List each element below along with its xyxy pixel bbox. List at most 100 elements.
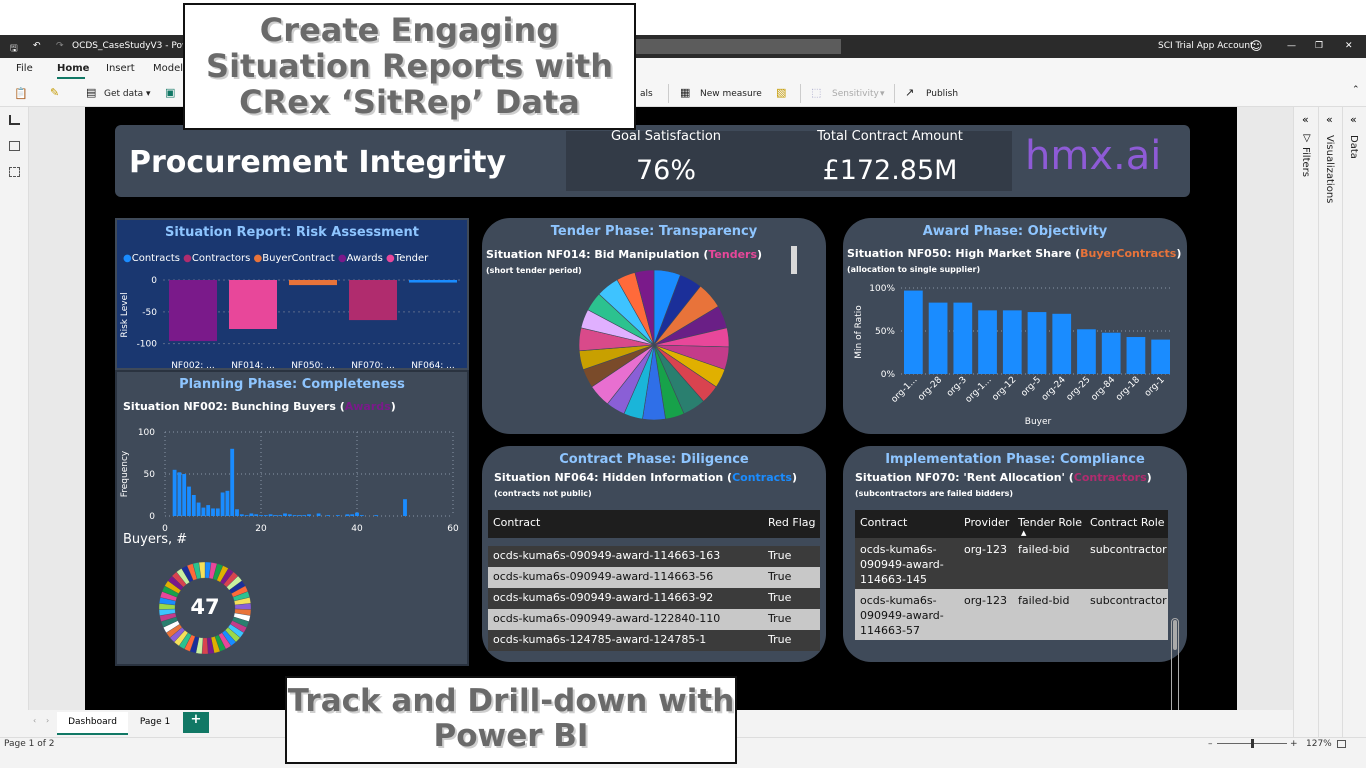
table-header: Contract Provider Tender Role ▲ Contract… — [855, 510, 1168, 538]
expand-visualizations-icon[interactable]: « — [1326, 113, 1333, 126]
table-row[interactable]: ocds-kuma6s-090949-award-114663-56 True — [488, 567, 820, 588]
restore-icon[interactable]: ❐ — [1315, 41, 1324, 51]
table-view-icon[interactable] — [9, 141, 20, 151]
report-view-icon[interactable] — [9, 115, 20, 125]
zoom-in-icon[interactable]: + — [1290, 739, 1298, 749]
buyers-donut[interactable] — [157, 560, 253, 656]
award-xtick: org-28 — [916, 375, 944, 403]
hist-bar — [191, 495, 196, 516]
publish-icon[interactable]: ↗ — [905, 86, 915, 99]
col-red-flag[interactable]: Red Flag — [768, 516, 816, 529]
scrollbar[interactable] — [791, 246, 797, 274]
tender-title: Tender Phase: Transparency — [550, 224, 758, 239]
legend-contractors[interactable]: Contractors — [191, 253, 251, 264]
chevron-down-icon[interactable]: ▾ — [146, 89, 151, 99]
legend-dot-icon: ● — [123, 253, 132, 264]
account-icon[interactable]: ☺ — [1250, 39, 1263, 53]
sensitivity-button[interactable]: Sensitivity — [832, 89, 879, 99]
award-bar — [1126, 337, 1146, 374]
contract-card[interactable]: Contract Phase: Diligence Situation NF06… — [482, 446, 826, 662]
provider-cell: org-123 — [964, 543, 1008, 556]
planning-card[interactable]: Planning Phase: Completeness Situation N… — [115, 370, 469, 666]
zoom-slider-thumb[interactable] — [1251, 739, 1254, 748]
implementation-card[interactable]: Implementation Phase: Compliance Situati… — [843, 446, 1187, 752]
page-info: Page 1 of 2 — [4, 739, 55, 749]
sensitivity-icon[interactable]: ⬚ — [811, 86, 822, 99]
legend-awards[interactable]: Awards — [346, 253, 383, 264]
tender-card[interactable]: Tender Phase: Transparency Situation NF0… — [482, 218, 826, 434]
expand-data-icon[interactable]: « — [1350, 113, 1357, 126]
tender-pie-chart[interactable] — [577, 268, 731, 422]
risk-bar — [349, 280, 397, 321]
table-row[interactable]: ocds-kuma6s-124785-award-124785-1 True — [488, 630, 820, 651]
col-provider[interactable]: Provider — [964, 516, 1010, 529]
fit-page-icon[interactable] — [1337, 740, 1346, 748]
table-row[interactable]: ocds-kuma6s-090949-award-114663-163 True — [488, 546, 820, 567]
publish-button[interactable]: Publish — [926, 89, 959, 99]
quick-measure-icon[interactable]: ▧ — [776, 86, 787, 99]
scrollbar-thumb[interactable] — [1173, 620, 1177, 650]
pie-slice — [198, 561, 206, 579]
award-card[interactable]: Award Phase: Objectivity Situation NF050… — [843, 218, 1187, 434]
col-tender-role[interactable]: Tender Role — [1018, 516, 1083, 529]
bunching-histogram[interactable]: Frequency 0 50 100 0 20 40 60 — [117, 420, 467, 538]
col-contract[interactable]: Contract — [493, 516, 541, 529]
award-xtick: org-25 — [1065, 375, 1093, 403]
undo-icon[interactable]: ↶ — [33, 41, 41, 51]
tab-insert[interactable]: Insert — [106, 63, 135, 74]
tab-home[interactable]: Home — [57, 63, 90, 74]
visuals-button-fragment[interactable]: als — [640, 89, 653, 99]
add-page-button[interactable]: + — [183, 712, 209, 733]
legend-contracts[interactable]: Contracts — [131, 253, 180, 264]
collapse-ribbon-icon[interactable]: ⌃ — [1352, 85, 1360, 95]
filters-pane-label[interactable]: Filters — [1300, 147, 1311, 177]
tab-modeling[interactable]: Model — [153, 63, 184, 74]
hist-bar — [335, 515, 340, 516]
legend-tender[interactable]: Tender — [394, 253, 429, 264]
divider — [1342, 107, 1343, 737]
close-icon[interactable]: ✕ — [1345, 41, 1353, 51]
hist-bar — [235, 509, 239, 516]
model-view-icon[interactable] — [9, 167, 20, 177]
hist-bar — [177, 472, 182, 516]
table-row[interactable]: ocds-kuma6s- 090949-award- 114663-57 org-12… — [855, 589, 1168, 640]
data-pane-label[interactable]: Data — [1348, 135, 1359, 159]
award-bar — [953, 302, 973, 374]
provider-cell: org-123 — [964, 594, 1008, 607]
next-page-icon[interactable]: › — [46, 716, 50, 725]
zoom-out-icon[interactable]: – — [1208, 739, 1213, 749]
minimize-icon[interactable]: — — [1287, 41, 1296, 51]
paste-icon[interactable]: 📋 — [14, 87, 28, 100]
table-row[interactable]: ocds-kuma6s- 090949-award- 114663-145 org-1… — [855, 538, 1168, 589]
search-box[interactable] — [636, 39, 841, 54]
save-icon[interactable]: 🖫 — [10, 44, 18, 54]
tab-dashboard[interactable]: Dashboard — [57, 712, 128, 735]
risk-assessment-card[interactable]: Situation Report: Risk Assessment ●Contr… — [115, 218, 469, 370]
get-data-button[interactable]: Get data — [104, 89, 144, 99]
col-contract[interactable]: Contract — [860, 516, 908, 529]
tab-file[interactable]: File — [16, 63, 33, 74]
legend-buyercontract[interactable]: BuyerContract — [262, 253, 335, 264]
tab-page-1[interactable]: Page 1 — [139, 717, 171, 727]
sort-arrow-icon[interactable]: ▲ — [1021, 529, 1027, 537]
excel-icon[interactable]: ▣ — [165, 86, 176, 99]
col-contract-role[interactable]: Contract Role — [1090, 516, 1165, 529]
table-row[interactable]: ocds-kuma6s-090949-award-114663-92 True — [488, 588, 820, 609]
side-panes: « ▽ Filters « Visualizations « Data — [1293, 107, 1366, 737]
risk-chart[interactable]: Risk Level 0 -50 -100 NF002: ... NF014: ... NF… — [117, 270, 467, 370]
zoom-level[interactable]: 127% — [1306, 739, 1332, 749]
hist-bar — [182, 474, 187, 516]
redo-icon[interactable]: ↷ — [56, 41, 64, 51]
award-xtick: org-84 — [1089, 375, 1117, 403]
prev-page-icon[interactable]: ‹ — [33, 716, 37, 725]
hist-bar — [259, 515, 263, 516]
implementation-situation: Situation NF070: 'Rent Allocation' (Cont… — [855, 471, 1152, 484]
new-measure-button[interactable]: New measure — [700, 89, 762, 99]
format-painter-icon[interactable]: ✎ — [50, 86, 60, 99]
chevron-down-icon[interactable]: ▾ — [880, 89, 885, 99]
expand-filters-icon[interactable]: « — [1302, 113, 1309, 126]
table-row[interactable]: ocds-kuma6s-090949-award-122840-110 True — [488, 609, 820, 630]
visualizations-pane-label[interactable]: Visualizations — [1324, 135, 1335, 204]
account-name[interactable]: SCI Trial App Account — [1158, 41, 1254, 51]
